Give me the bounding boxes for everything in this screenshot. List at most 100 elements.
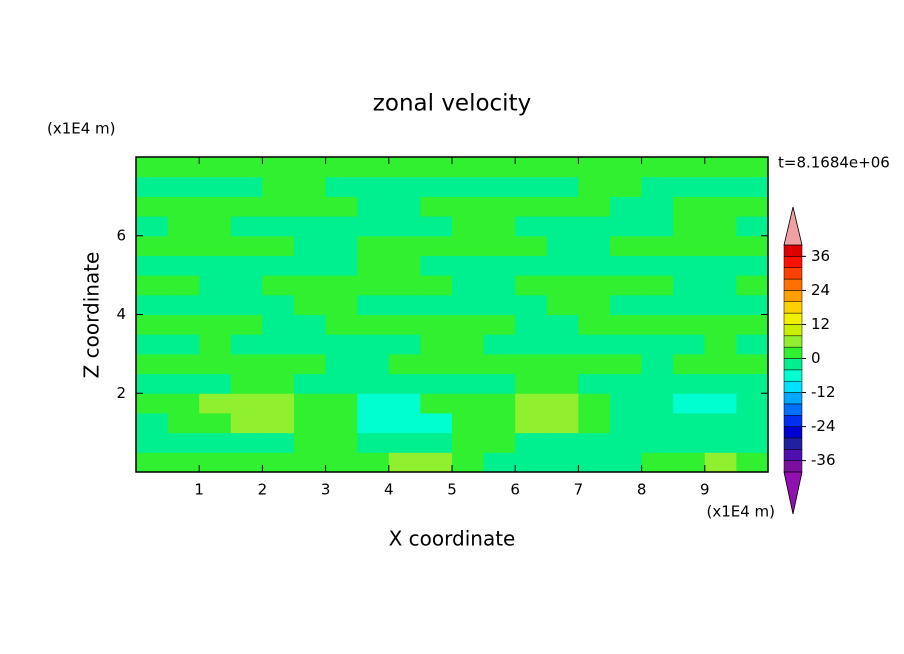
x-tick-label: 1 [194,481,204,499]
contour-cell [230,294,263,315]
contour-cell [578,157,611,178]
contour-cell [610,294,643,315]
contour-cell [546,176,579,197]
contour-cell [515,334,548,355]
colorbar-swatch [783,358,803,371]
colorbar-swatch [783,449,803,461]
contour-cell [704,196,737,217]
contour-cell [673,373,706,394]
colorbar-swatch [783,267,803,280]
contour-cell [578,373,611,394]
x-axis-label: X coordinate [389,527,516,551]
contour-cell [483,216,516,237]
contour-cell [136,412,169,434]
contour-cell [736,255,769,276]
x-tick-label: 9 [700,481,710,499]
contour-cell [546,412,579,434]
contour-cell [736,334,769,355]
contour-cell [546,353,579,375]
contour-cell [294,353,327,375]
x-tick-label: 7 [574,481,584,499]
contour-cell [136,294,169,315]
contour-cell [199,176,232,197]
contour-cell [704,255,737,276]
contour-cell [388,157,421,178]
contour-cell [452,196,485,217]
contour-cell [515,294,548,315]
contour-cell [515,314,548,335]
contour-cell [704,412,737,434]
contour-cell [452,393,485,414]
contour-cell [483,393,516,414]
contour-cell [199,373,232,394]
contour-cell [673,432,706,453]
contour-cell [483,255,516,276]
contour-cell [388,196,421,217]
contour-cell [546,334,579,355]
contour-cell [515,196,548,217]
contour-cell [230,393,263,414]
contour-cell [167,235,200,256]
contour-cell [641,157,674,178]
contour-cell [167,353,200,375]
contour-cell [388,353,421,375]
contour-cell [325,216,358,237]
contour-cell [230,235,263,256]
contour-cell [673,393,706,414]
contour-cell [262,412,295,434]
contour-cell [167,157,200,178]
colorbar-swatch [783,380,803,393]
contour-cell [294,373,327,394]
x-units: (x1E4 m) [706,503,775,521]
contour-cell [262,314,295,335]
contour-cell [199,452,232,473]
contour-cell [546,393,579,414]
contour-cell [167,412,200,434]
chart-title: zonal velocity [373,91,531,117]
contour-cell [294,255,327,276]
contour-cell [578,412,611,434]
contour-cell [736,294,769,315]
contour-cell [420,353,453,375]
contour-cell [673,334,706,355]
contour-cell [641,452,674,473]
contour-cell [388,334,421,355]
contour-cell [230,412,263,434]
contour-cell [578,452,611,473]
contour-cell [610,176,643,197]
contour-cell [230,452,263,473]
contour-cell [230,196,263,217]
contour-cell [578,393,611,414]
contour-cell [452,176,485,197]
contour-cell [136,216,169,237]
contour-cell [704,176,737,197]
contour-cell [515,216,548,237]
contour-cell [325,314,358,335]
contour-cell [610,353,643,375]
contour-cell [578,196,611,217]
contour-cell [136,275,169,296]
contour-cell [546,157,579,178]
contour-cell [420,275,453,296]
contour-cell [515,373,548,394]
contour-cell [610,196,643,217]
contour-cell [704,216,737,237]
x-tick-label: 6 [510,481,520,499]
contour-cell [230,216,263,237]
contour-cell [357,275,390,296]
contour-cell [262,452,295,473]
contour-cell [388,294,421,315]
contour-cell [136,432,169,453]
contour-cell [357,196,390,217]
contour-cell [199,275,232,296]
contour-cell [294,452,327,473]
contour-cell [294,314,327,335]
contour-cell [673,216,706,237]
contour-cell [136,452,169,473]
contour-cell [673,235,706,256]
colorbar-swatch [783,426,803,439]
colorbar-swatch [783,437,803,450]
contour-cell [325,452,358,473]
contour-cell [357,412,390,434]
colorbar-swatch [783,346,803,359]
